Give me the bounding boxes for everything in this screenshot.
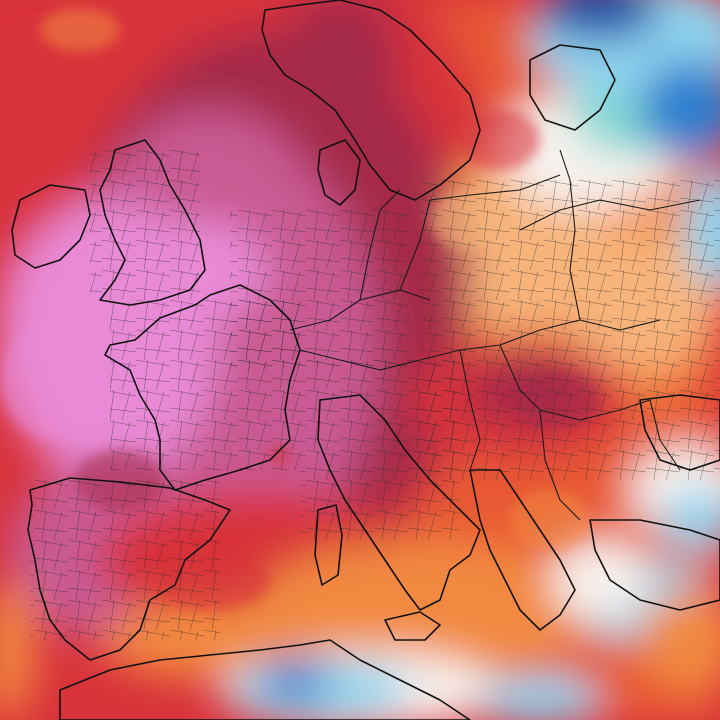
coastlines bbox=[11, 0, 720, 720]
admin-borders bbox=[30, 150, 720, 640]
country-borders bbox=[209, 149, 701, 541]
